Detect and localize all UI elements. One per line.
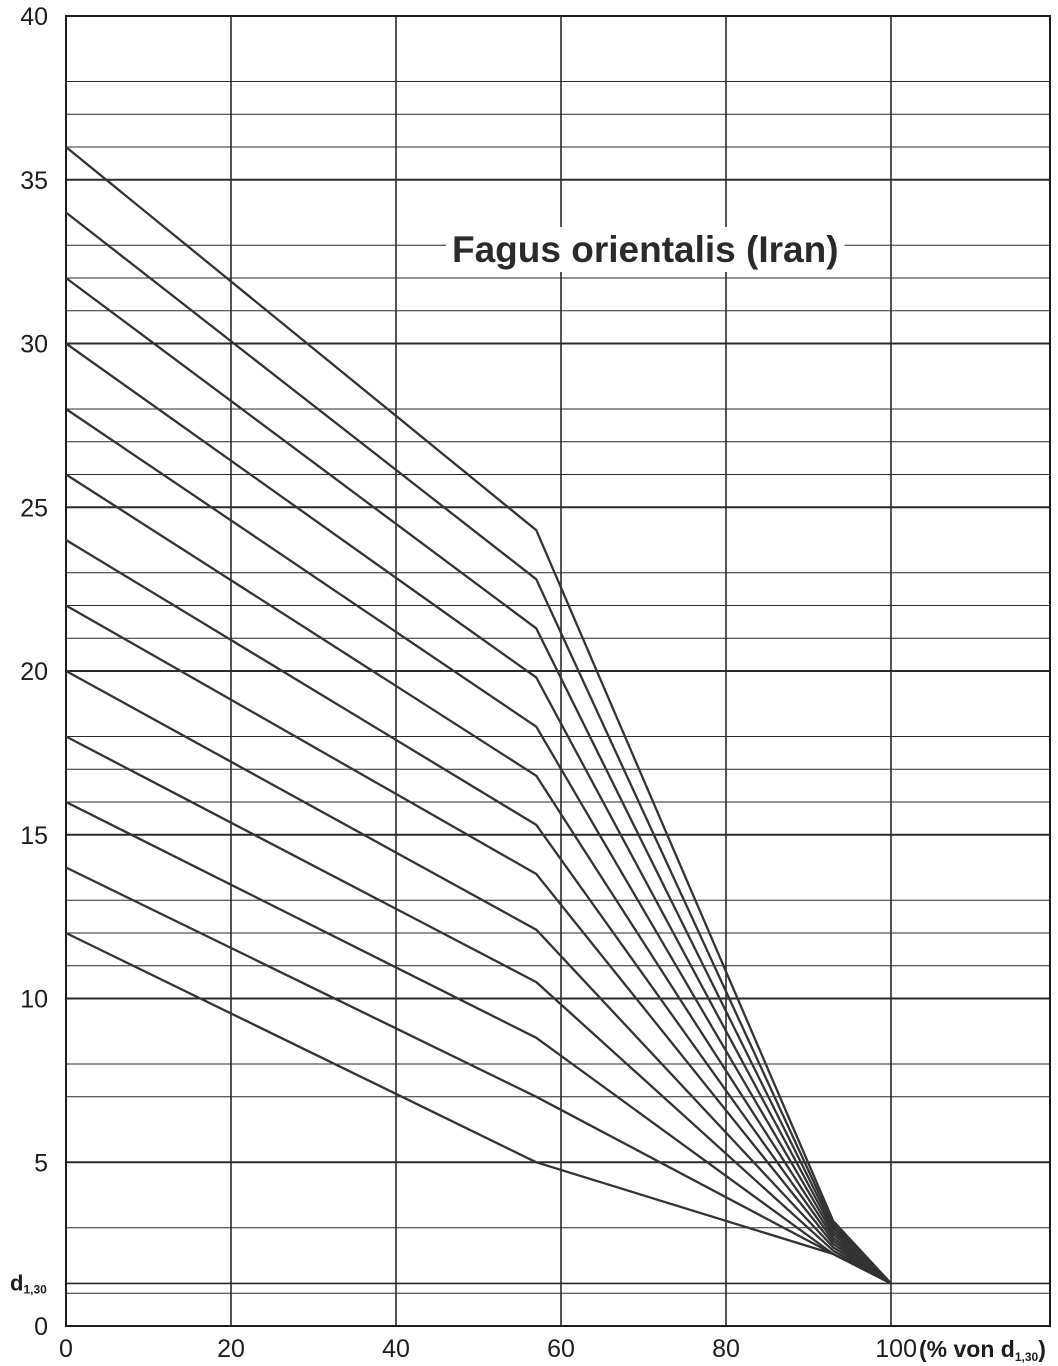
- series-line: [65, 277, 892, 1285]
- y-tick-label: 30: [20, 331, 48, 359]
- series-line: [65, 604, 892, 1285]
- series-line: [65, 342, 892, 1285]
- y-tick-labels: 0 5 10 15 20 25 30 35 40: [20, 3, 48, 1341]
- series-line: [65, 408, 892, 1285]
- x-tick-label: 0: [59, 1335, 73, 1363]
- x-unit-symbol: d: [1001, 1336, 1015, 1362]
- x-tick-label: 100: [875, 1335, 917, 1363]
- x-axis-unit-label: (% von d1,30): [919, 1336, 1046, 1364]
- taper-curves: [65, 146, 892, 1285]
- x-tick-label: 20: [217, 1335, 245, 1363]
- series-line: [65, 866, 892, 1285]
- y-tick-label: 10: [20, 986, 48, 1014]
- y-tick-label: 25: [20, 494, 48, 522]
- x-unit-prefix: (% von: [919, 1336, 1001, 1362]
- chart-title-background: [446, 227, 845, 272]
- x-tick-label: 60: [547, 1335, 575, 1363]
- x-unit-suffix: ): [1038, 1336, 1046, 1362]
- x-tick-label: 40: [382, 1335, 410, 1363]
- x-tick-label: 80: [712, 1335, 740, 1363]
- series-line: [65, 146, 892, 1285]
- y-tick-label: 15: [20, 822, 48, 850]
- y-reference-symbol: d: [10, 1270, 23, 1295]
- x-tick-labels: 0 20 40 60 80 100: [59, 1335, 917, 1363]
- series-line: [65, 800, 892, 1285]
- y-tick-label: 0: [34, 1313, 48, 1341]
- series-line: [65, 669, 892, 1285]
- y-tick-label: 40: [20, 3, 48, 31]
- y-reference-label: d1,30: [10, 1270, 47, 1296]
- y-tick-label: 20: [20, 658, 48, 686]
- y-reference-subscript: 1,30: [23, 1282, 47, 1296]
- series-line: [65, 473, 892, 1285]
- series-line: [65, 735, 892, 1285]
- horizontal-gridlines: [66, 15, 1050, 1294]
- y-tick-label: 5: [34, 1149, 48, 1177]
- series-line: [65, 539, 892, 1285]
- chart-title: Fagus orientalis (Iran): [452, 229, 839, 270]
- y-tick-label: 35: [20, 167, 48, 195]
- x-unit-subscript: 1,30: [1015, 1350, 1039, 1364]
